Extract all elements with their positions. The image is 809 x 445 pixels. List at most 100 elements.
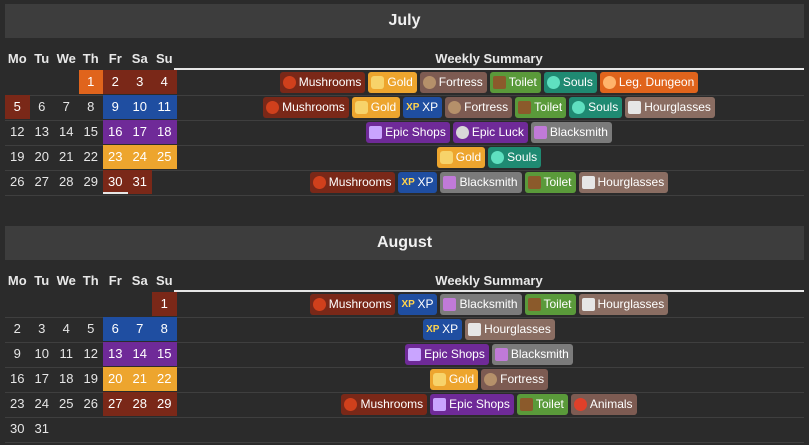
event-badge-hourglasses[interactable]: Hourglasses (465, 319, 555, 340)
event-badge-toilet[interactable]: Toilet (515, 97, 567, 118)
day-cell[interactable]: 11 (152, 95, 177, 119)
day-cell[interactable]: 19 (83, 371, 98, 386)
day-cell[interactable]: 10 (34, 346, 49, 361)
event-badge-mushrooms[interactable]: Mushrooms (309, 172, 396, 193)
event-badge-gold[interactable]: Gold (351, 97, 401, 118)
day-cell[interactable]: 2 (13, 321, 21, 336)
day-cell[interactable]: 4 (152, 70, 177, 94)
day-cell[interactable]: 29 (152, 392, 177, 416)
day-cell[interactable]: 1 (152, 292, 177, 316)
event-badge-mushrooms[interactable]: Mushrooms (309, 294, 396, 315)
day-cell[interactable]: 21 (127, 367, 152, 391)
event-badge-gold[interactable]: Gold (436, 147, 486, 168)
day-cell[interactable]: 23 (103, 145, 128, 169)
day-cell[interactable]: 1 (78, 70, 103, 94)
event-badge-xp[interactable]: XP XP (403, 97, 443, 118)
day-cell[interactable]: 4 (62, 321, 70, 336)
event-badge-xp[interactable]: XP XP (398, 294, 438, 315)
event-badge-blacksmith[interactable]: Blacksmith (491, 344, 573, 365)
event-badge-toilet[interactable]: Toilet (516, 394, 568, 415)
day-cell[interactable]: 16 (103, 120, 128, 144)
event-badge-toilet[interactable]: Toilet (489, 72, 541, 93)
day-cell[interactable]: 6 (38, 99, 46, 114)
event-badge-toilet[interactable]: Toilet (524, 172, 576, 193)
day-cell[interactable]: 17 (127, 120, 152, 144)
event-badge-blacksmith[interactable]: Blacksmith (530, 122, 612, 143)
day-cell[interactable]: 3 (127, 70, 152, 94)
day-cell[interactable]: 9 (103, 95, 128, 119)
day-cell[interactable]: 26 (83, 396, 98, 411)
event-badge-blacksmith[interactable]: Blacksmith (440, 294, 522, 315)
event-badge-gold[interactable]: Gold (429, 369, 479, 390)
event-badge-souls[interactable]: Souls (488, 147, 542, 168)
day-cell[interactable]: 8 (152, 317, 177, 341)
day-cell[interactable]: 7 (62, 99, 70, 114)
day-cell[interactable]: 11 (59, 346, 74, 361)
event-badge-epicluck[interactable]: Epic Luck (452, 122, 528, 143)
day-cell[interactable]: 31 (127, 170, 152, 194)
day-cell[interactable]: 28 (127, 392, 152, 416)
day-cell[interactable]: 31 (34, 421, 49, 436)
day-cell[interactable]: 7 (127, 317, 152, 341)
day-cell[interactable]: 16 (10, 371, 25, 386)
day-cell[interactable]: 15 (83, 124, 98, 139)
day-cell[interactable]: 18 (152, 120, 177, 144)
day-cell[interactable]: 9 (13, 346, 21, 361)
event-badge-epicshops[interactable]: Epic Shops (405, 344, 489, 365)
day-cell[interactable]: 19 (10, 149, 25, 164)
event-badge-mushrooms[interactable]: Mushrooms (341, 394, 428, 415)
day-cell[interactable]: 22 (83, 149, 98, 164)
day-cell[interactable]: 21 (59, 149, 74, 164)
day-cell[interactable]: 18 (59, 371, 74, 386)
day-cell[interactable]: 5 (5, 95, 30, 119)
event-badge-animals[interactable]: Animals (570, 394, 637, 415)
event-badge-gold[interactable]: Gold (368, 72, 417, 93)
event-badge-hourglasses[interactable]: Hourglasses (625, 97, 715, 118)
day-cell[interactable]: 25 (59, 396, 74, 411)
day-cell[interactable]: 20 (103, 367, 128, 391)
day-cell[interactable]: 5 (87, 321, 95, 336)
day-cell[interactable]: 3 (38, 321, 46, 336)
day-cell[interactable]: 27 (103, 392, 128, 416)
day-cell[interactable]: 17 (34, 371, 49, 386)
event-badge-toilet[interactable]: Toilet (524, 294, 576, 315)
day-cell[interactable]: 12 (83, 346, 98, 361)
event-badge-souls[interactable]: Souls (569, 97, 623, 118)
event-badge-xp[interactable]: XP XP (398, 172, 438, 193)
event-badge-blacksmith[interactable]: Blacksmith (440, 172, 522, 193)
day-cell[interactable]: 20 (34, 149, 49, 164)
day-cell[interactable]: 2 (103, 70, 128, 94)
day-cell[interactable]: 27 (34, 174, 49, 189)
day-cell[interactable]: 13 (34, 124, 49, 139)
day-cell[interactable]: 30 (10, 421, 25, 436)
event-badge-mushrooms[interactable]: Mushrooms (263, 97, 349, 118)
day-cell[interactable]: 14 (127, 342, 152, 366)
day-cell[interactable]: 8 (87, 99, 95, 114)
day-cell[interactable]: 24 (34, 396, 49, 411)
day-cell[interactable]: 14 (59, 124, 74, 139)
event-badge-fortress[interactable]: Fortress (419, 72, 487, 93)
day-cell[interactable]: 12 (10, 124, 25, 139)
day-cell[interactable]: 28 (59, 174, 74, 189)
day-cell[interactable]: 26 (10, 174, 25, 189)
event-badge-fortress[interactable]: Fortress (481, 369, 549, 390)
day-cell[interactable]: 15 (152, 342, 177, 366)
event-badge-epicshops[interactable]: Epic Shops (430, 394, 514, 415)
event-badge-mushrooms[interactable]: Mushrooms (279, 72, 366, 93)
day-cell[interactable]: 23 (10, 396, 25, 411)
day-cell[interactable]: 24 (127, 145, 152, 169)
event-badge-souls[interactable]: Souls (543, 72, 597, 93)
day-cell[interactable]: 30 (103, 170, 128, 194)
day-cell[interactable]: 29 (83, 174, 98, 189)
day-cell[interactable]: 13 (103, 342, 128, 366)
event-badge-dungeon[interactable]: Leg. Dungeon (599, 72, 699, 93)
event-badge-xp[interactable]: XP XP (423, 319, 463, 340)
event-badge-fortress[interactable]: Fortress (445, 97, 513, 118)
day-cell[interactable]: 25 (152, 145, 177, 169)
event-badge-hourglasses[interactable]: Hourglasses (578, 294, 669, 315)
day-cell[interactable]: 6 (103, 317, 128, 341)
day-cell[interactable]: 22 (152, 367, 177, 391)
event-badge-epicshops[interactable]: Epic Shops (366, 122, 450, 143)
event-badge-hourglasses[interactable]: Hourglasses (578, 172, 669, 193)
day-cell[interactable]: 10 (127, 95, 152, 119)
